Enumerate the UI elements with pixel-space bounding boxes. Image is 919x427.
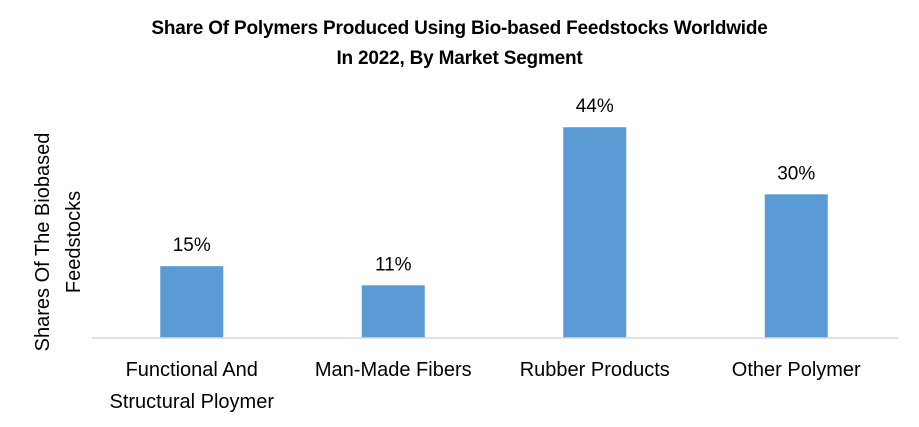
chart-title-line-1: Share Of Polymers Produced Using Bio-bas…	[151, 18, 768, 39]
bar-3	[764, 194, 828, 338]
bars	[160, 127, 828, 339]
data-labels: 15% 11% 44% 30%	[173, 96, 816, 275]
bar-0	[160, 266, 224, 338]
x-tick-label-0-1: Structural Ploymer	[110, 391, 275, 413]
x-tick-labels: Functional And Structural Ploymer Man-Made…	[110, 359, 862, 413]
chart-title-line-2: In 2022, By Market Segment	[336, 48, 583, 69]
y-axis-label-line-0: Shares Of The Biobased	[32, 133, 54, 352]
data-label-1: 11%	[375, 254, 412, 275]
y-axis-label: Shares Of The Biobased Feedstocks	[32, 133, 85, 352]
x-tick-label-1-0: Man-Made Fibers	[315, 359, 472, 381]
data-label-0: 15%	[173, 235, 211, 256]
y-axis-label-line-1: Feedstocks	[63, 191, 85, 293]
x-tick-label-0-0: Functional And	[126, 359, 258, 381]
x-tick-label-3-0: Other Polymer	[732, 359, 861, 381]
data-label-2: 44%	[576, 96, 614, 117]
data-label-3: 30%	[777, 163, 815, 184]
bar-1	[361, 285, 425, 338]
bar-2	[563, 127, 627, 339]
x-tick-label-2-0: Rubber Products	[520, 359, 670, 381]
